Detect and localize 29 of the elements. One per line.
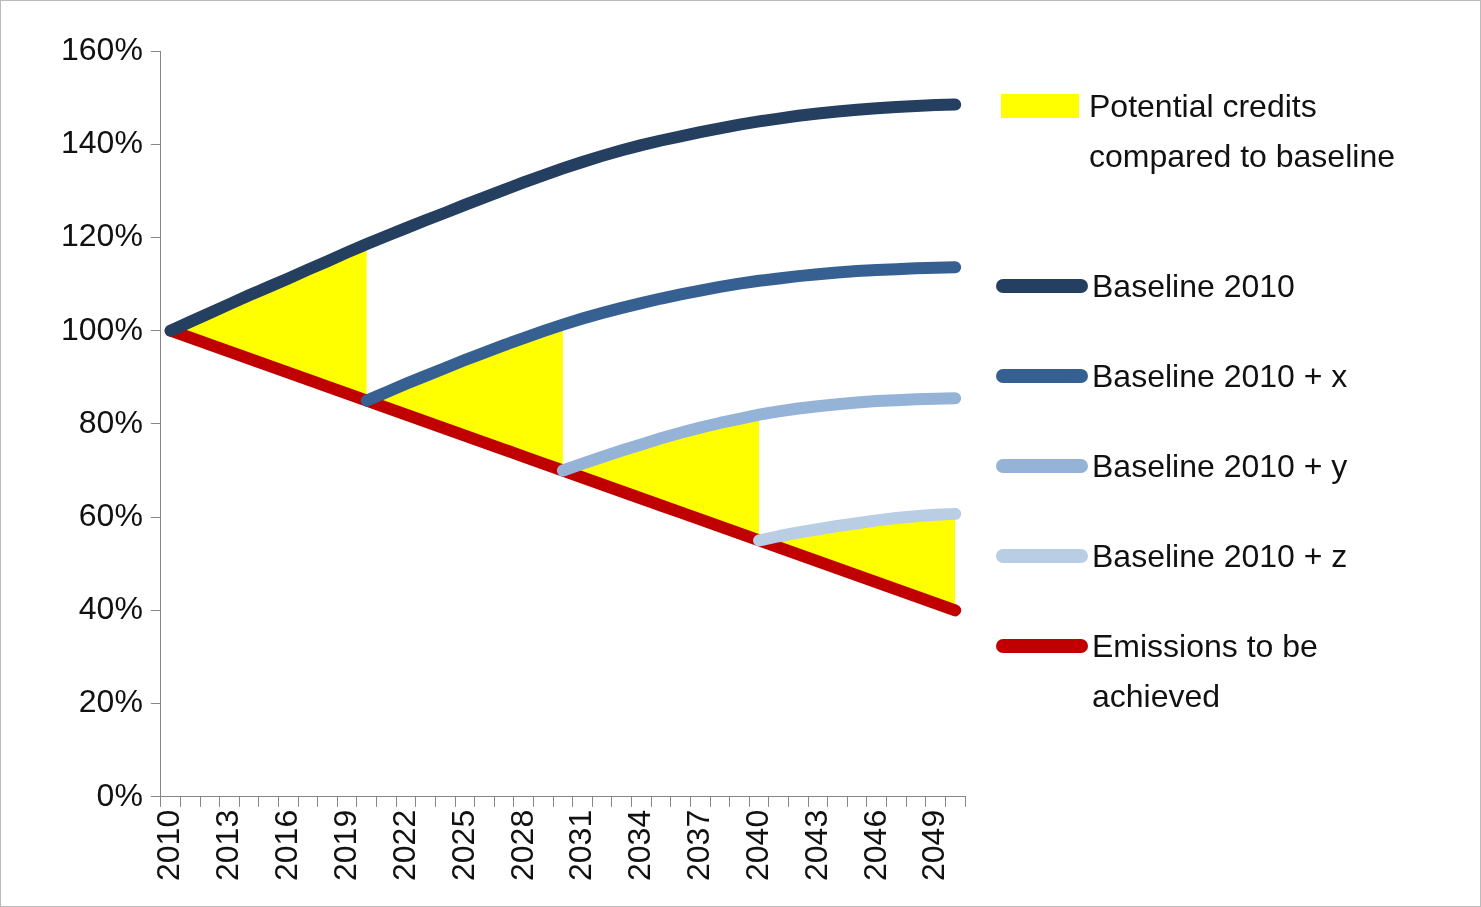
legend-label: Baseline 2010 bbox=[1092, 267, 1295, 306]
y-tick-label: 100% bbox=[61, 310, 143, 347]
legend-label: Baseline 2010 + y bbox=[1092, 447, 1348, 486]
y-tick-label: 160% bbox=[61, 30, 143, 67]
x-tick-label: 2031 bbox=[562, 809, 599, 881]
x-tick-label: 2022 bbox=[385, 809, 422, 881]
x-tick-label: 2025 bbox=[444, 809, 481, 881]
x-tick-label: 2016 bbox=[268, 809, 305, 881]
x-tick-label: 2019 bbox=[327, 809, 363, 881]
y-tick-label: 40% bbox=[78, 590, 143, 627]
x-tick-label: 2034 bbox=[621, 809, 658, 881]
legend-label: Emissions to be achieved bbox=[1092, 627, 1319, 716]
x-tick-label: 2010 bbox=[150, 809, 187, 881]
x-tick-label: 2043 bbox=[797, 809, 834, 881]
x-tick-label: 2037 bbox=[680, 809, 717, 881]
y-tick-label: 120% bbox=[61, 217, 143, 254]
x-tick-label: 2028 bbox=[503, 809, 540, 881]
x-tick-label: 2040 bbox=[738, 809, 775, 881]
x-tick-label: 2046 bbox=[856, 809, 893, 881]
legend-label: Baseline 2010 + x bbox=[1092, 357, 1348, 396]
legend-label: Potential credits compared to baseline bbox=[1089, 87, 1396, 176]
x-tick-label: 2013 bbox=[209, 809, 246, 881]
y-tick-label: 0% bbox=[96, 776, 143, 813]
y-tick-label: 140% bbox=[61, 124, 143, 161]
legend-label: Baseline 2010 + z bbox=[1092, 537, 1348, 576]
y-tick-label: 60% bbox=[78, 496, 143, 533]
y-tick-label: 80% bbox=[78, 403, 143, 440]
x-tick-label: 2049 bbox=[915, 809, 952, 881]
y-tick-label: 20% bbox=[78, 683, 143, 720]
